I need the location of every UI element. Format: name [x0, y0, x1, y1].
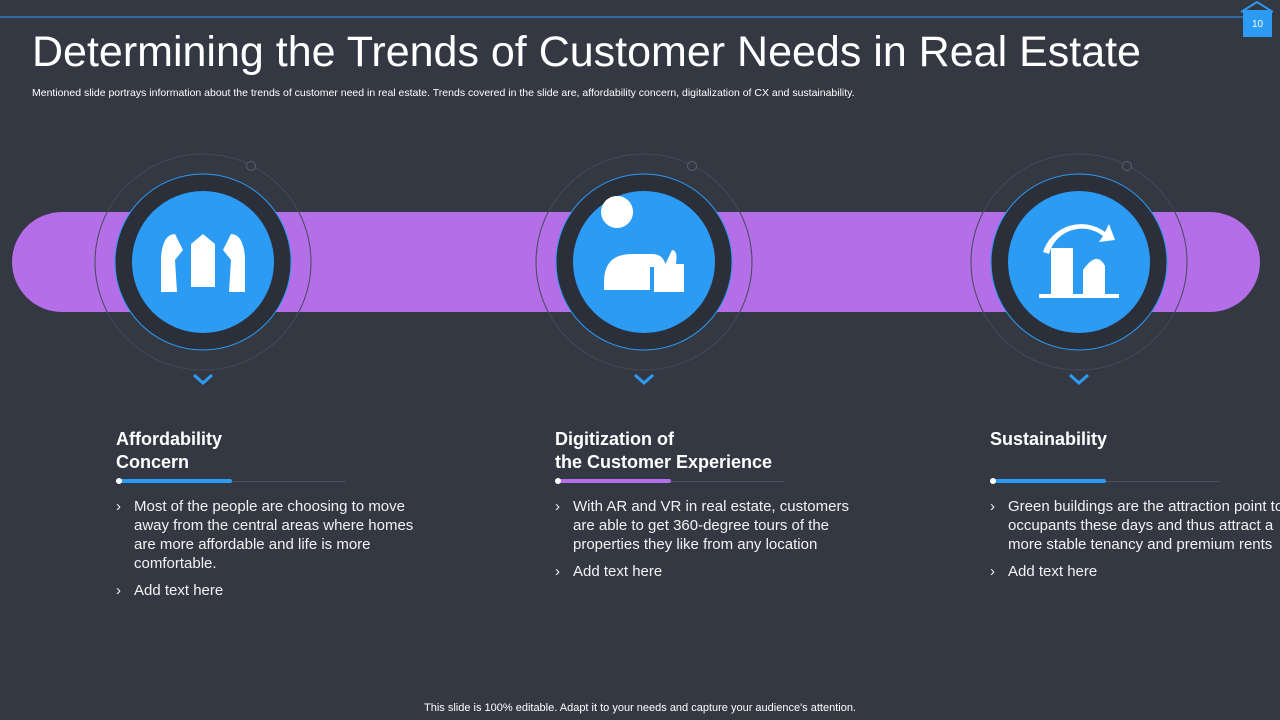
bullet-list: Green buildings are the attraction point…	[990, 497, 1280, 581]
rule-bar	[116, 479, 232, 483]
outer-ring	[94, 153, 312, 371]
bullet: Add text here	[116, 581, 416, 600]
trend-item: Affordability Concern Most of the people a…	[116, 428, 416, 608]
trend-item: Sustainability Green buildings are the at…	[990, 428, 1280, 589]
chevron	[634, 373, 654, 386]
bullet: Most of the people are choosing to move …	[116, 497, 416, 573]
bullet: Add text here	[555, 562, 855, 581]
bullet: Green buildings are the attraction point…	[990, 497, 1280, 554]
title: Determining the Trends of Customer Needs…	[32, 28, 1141, 76]
rule-bar	[990, 479, 1106, 483]
ring-dot	[1122, 161, 1132, 171]
heading: Digitization of the Customer Experience	[555, 428, 855, 474]
icon	[1039, 224, 1119, 298]
outer-ring	[970, 153, 1188, 371]
rule-dot	[990, 478, 996, 484]
bullet-list: Most of the people are choosing to move …	[116, 497, 416, 600]
heading-line: Affordability	[116, 429, 222, 449]
icon	[601, 196, 684, 292]
bullet: With AR and VR in real estate, customers…	[555, 497, 855, 554]
heading-line: Sustainability	[990, 429, 1108, 449]
page-number: 10	[1243, 10, 1272, 37]
heading: Sustainability	[990, 428, 1280, 474]
heading-line: the Customer Experience	[555, 452, 773, 472]
ring-dot	[246, 161, 256, 171]
underline	[990, 478, 1220, 484]
icon	[161, 234, 245, 292]
chevron	[1069, 373, 1089, 386]
bullet: Add text here	[990, 562, 1280, 581]
rule-dot	[116, 478, 122, 484]
ring-dot	[687, 161, 697, 171]
icon-circle	[1008, 191, 1150, 333]
subtitle: Mentioned slide portrays information abo…	[32, 87, 855, 99]
footer: This slide is 100% editable. Adapt it to…	[424, 702, 856, 714]
trend-item: Digitization of the Customer Experience Wi…	[555, 428, 855, 589]
rule-dot	[555, 478, 561, 484]
underline	[116, 478, 346, 484]
bullet-list: With AR and VR in real estate, customers…	[555, 497, 855, 581]
heading-line: Concern	[116, 452, 190, 472]
chevron	[193, 373, 213, 386]
underline	[555, 478, 785, 484]
heading: Affordability Concern	[116, 428, 416, 474]
heading-line: Digitization of	[555, 429, 674, 449]
rule-bar	[555, 479, 671, 483]
outer-ring	[535, 153, 753, 371]
